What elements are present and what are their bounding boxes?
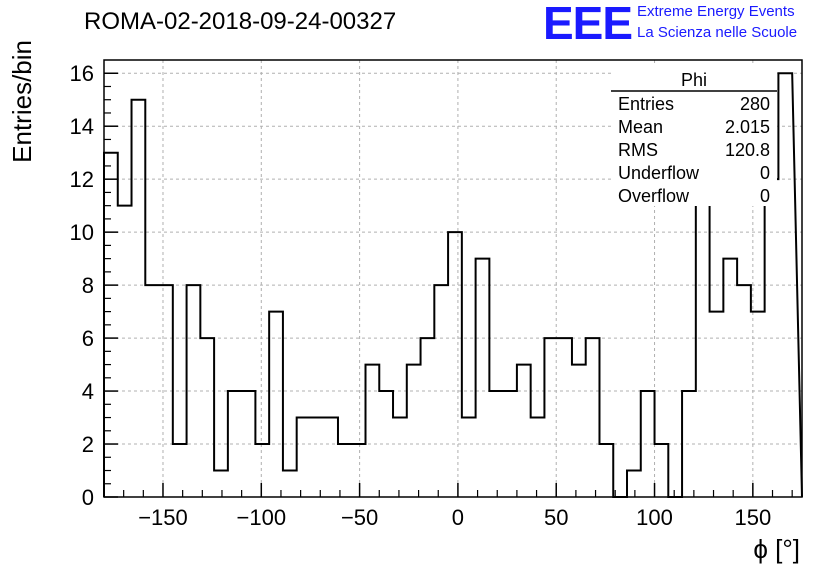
stats-rows: Entries 280 Mean 2.015 RMS 120.8 Underflow 0 Ove…: [618, 94, 770, 206]
plot-frame: [103, 59, 803, 498]
y-tick-labels: 0 2 4 6 8 10 12 14 16: [70, 61, 94, 510]
stats-row-label: Underflow: [618, 163, 700, 183]
stats-box: Phi Entries 280 Mean 2.015 RMS 120.8 Underflow…: [611, 66, 777, 206]
stats-row-label: Overflow: [618, 186, 690, 206]
x-tick-label: −100: [237, 505, 287, 530]
x-axis-title: ϕ [°]: [753, 534, 800, 564]
stats-row-label: RMS: [618, 140, 658, 160]
chart-title: ROMA-02-2018-09-24-00327: [84, 8, 397, 35]
x-tick-label: 0: [452, 505, 464, 530]
y-tick-label: 14: [70, 114, 94, 139]
y-tick-label: 12: [70, 167, 94, 192]
stats-row-value: 2.015: [725, 117, 770, 137]
stats-row-value: 0: [760, 163, 770, 183]
stats-row-value: 0: [760, 186, 770, 206]
x-tick-label: 150: [734, 505, 771, 530]
y-tick-label: 8: [82, 273, 94, 298]
stats-name: Phi: [681, 70, 707, 90]
x-tick-label: −150: [138, 505, 188, 530]
axis-ticks: [104, 72, 793, 498]
stats-box-background: [611, 66, 777, 206]
y-axis-title: Entries/bin: [7, 40, 37, 163]
stats-row-label: Entries: [618, 94, 674, 114]
y-tick-label: 0: [82, 485, 94, 510]
y-tick-label: 6: [82, 326, 94, 351]
y-tick-label: 4: [82, 379, 94, 404]
org-name-line2: La Scienza nelle Scuole: [637, 24, 798, 41]
x-tick-label: 100: [636, 505, 673, 530]
x-tick-label: −50: [341, 505, 378, 530]
stats-row-label: Mean: [618, 117, 663, 137]
org-name-line1: Extreme Energy Events: [637, 3, 795, 20]
y-tick-label: 2: [82, 432, 94, 457]
x-tick-labels: −150 −100 −50 0 50 100 150: [138, 505, 771, 530]
stats-row-value: 120.8: [725, 140, 770, 160]
eee-logo: EEE: [543, 0, 633, 49]
y-tick-label: 16: [70, 61, 94, 86]
y-tick-label: 10: [70, 220, 94, 245]
x-tick-label: 50: [544, 505, 568, 530]
histogram-outline: [103, 72, 803, 498]
stats-row-value: 280: [740, 94, 770, 114]
